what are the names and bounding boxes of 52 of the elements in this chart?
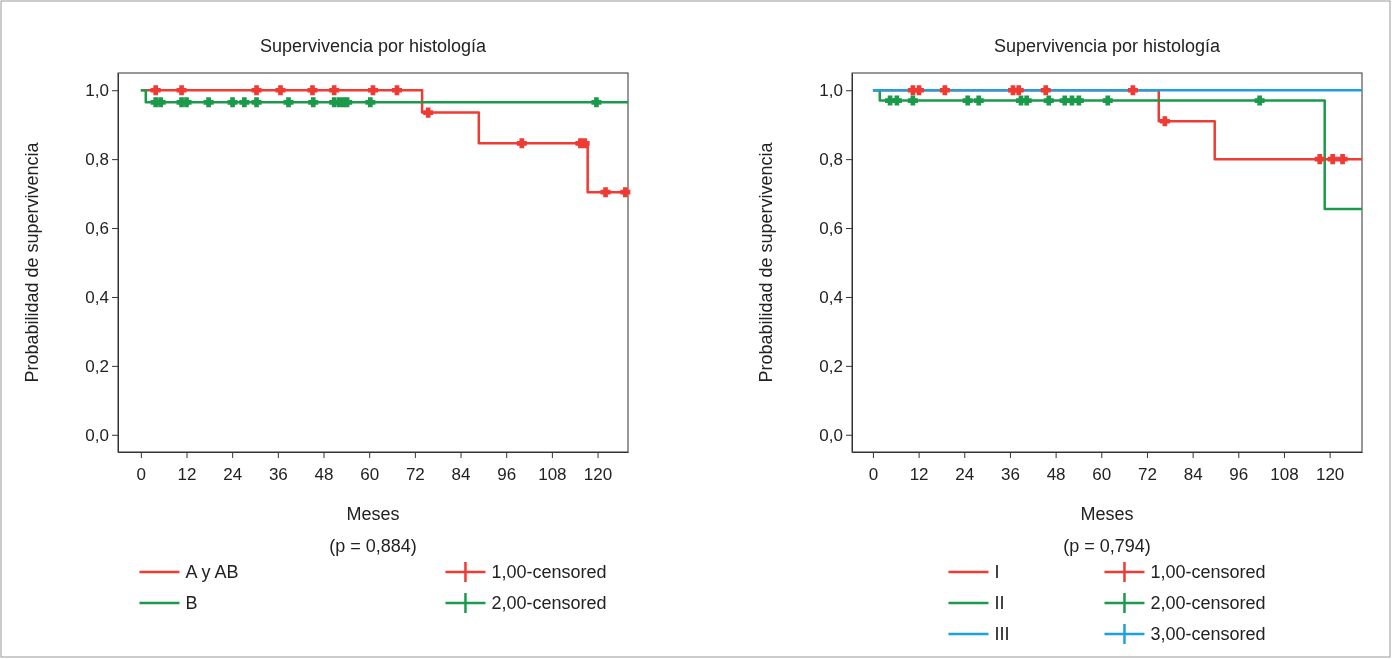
y-tick-label: 0,4 (85, 287, 109, 307)
legend-label: I (994, 562, 1000, 582)
y-tick-label: 1,0 (819, 81, 843, 101)
x-tick-label: 108 (538, 464, 567, 484)
y-tick-label: 0,8 (819, 150, 843, 170)
y-tick-label: 0,2 (819, 356, 843, 376)
x-tick-label: 24 (955, 464, 975, 484)
chart-title: Supervivencia por histología (993, 36, 1222, 56)
y-tick-label: 0,2 (85, 356, 109, 376)
x-tick-label: 120 (1315, 464, 1345, 484)
x-tick-label: 12 (177, 464, 197, 484)
chart-title: Supervivencia por histología (259, 36, 488, 56)
legend-label: 2,00-censored (1150, 593, 1266, 613)
x-tick-label: 60 (360, 464, 380, 484)
y-tick-label: 1,0 (85, 81, 109, 101)
legend-label: 3,00-censored (1150, 624, 1266, 644)
y-tick-label: 0,6 (819, 218, 843, 238)
x-tick-label: 0 (136, 464, 147, 484)
x-tick-label: 84 (451, 464, 471, 484)
text: (p = 0,794) (1063, 536, 1151, 556)
legend-label: 2,00-censored (491, 593, 607, 613)
x-tick-label: 108 (1270, 464, 1299, 484)
legend-label: B (185, 593, 198, 613)
x-tick-label: 96 (497, 464, 517, 484)
x-tick-label: 48 (1046, 464, 1066, 484)
x-tick-label: 0 (868, 464, 879, 484)
x-tick-label: 84 (1183, 464, 1203, 484)
legend-label: 1,00-censored (1150, 562, 1266, 582)
y-tick-label: 0,4 (819, 287, 843, 307)
y-tick-label: 0,0 (85, 425, 109, 445)
x-tick-label: 120 (583, 464, 613, 484)
y-axis-title: Probabilidad de supervivencia (22, 141, 42, 383)
x-tick-label: 48 (314, 464, 334, 484)
y-axis-title: Probabilidad de supervivencia (756, 141, 776, 383)
legend-label: III (994, 624, 1010, 644)
x-axis-title: Meses (346, 504, 400, 524)
y-tick-label: 0,0 (819, 425, 843, 445)
x-tick-label: 60 (1092, 464, 1112, 484)
x-tick-label: 12 (909, 464, 929, 484)
x-tick-label: 96 (1229, 464, 1249, 484)
text: (p = 0,884) (329, 536, 417, 556)
x-tick-label: 36 (1000, 464, 1020, 484)
x-tick-label: 36 (268, 464, 288, 484)
x-tick-label: 72 (405, 464, 425, 484)
x-axis-title: Meses (1080, 504, 1134, 524)
y-tick-label: 0,8 (85, 150, 109, 170)
y-tick-label: 0,6 (85, 218, 109, 238)
x-tick-label: 24 (223, 464, 243, 484)
x-tick-label: 72 (1138, 464, 1157, 484)
legend-label: 1,00-censored (491, 562, 607, 582)
legend-label: A y AB (185, 562, 239, 582)
legend-label: II (994, 593, 1005, 613)
